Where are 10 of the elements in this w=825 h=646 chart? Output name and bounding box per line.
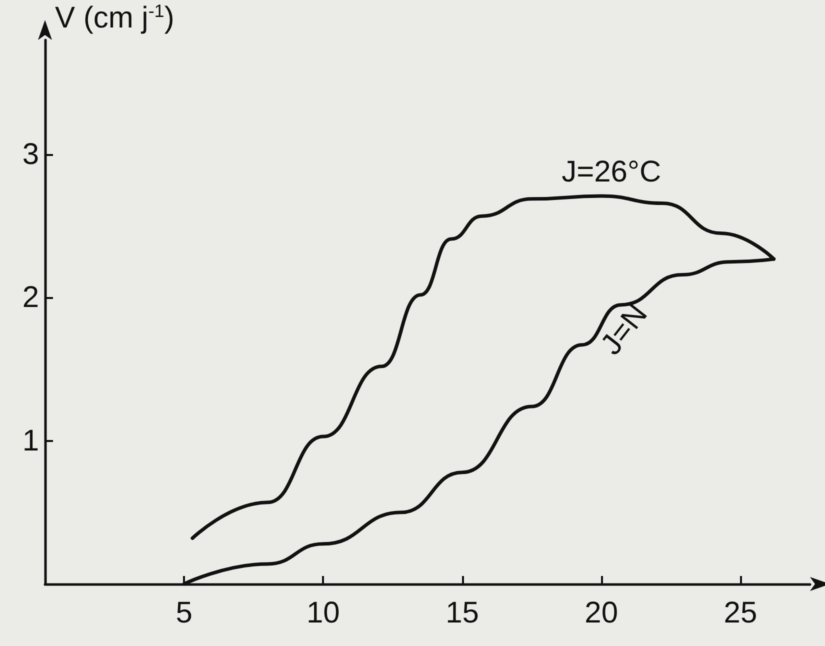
x-tick-label: 20 bbox=[584, 596, 618, 630]
series-label: J=26°C bbox=[562, 156, 662, 189]
x-tick-label: 25 bbox=[724, 596, 758, 630]
y-tick-label: 3 bbox=[22, 138, 39, 172]
x-tick-label: 5 bbox=[176, 596, 192, 630]
x-tick-label: 15 bbox=[446, 596, 479, 630]
y-tick-label: 2 bbox=[22, 281, 39, 314]
y-tick-label: 1 bbox=[22, 424, 39, 458]
text: J=N bbox=[594, 298, 654, 362]
x-tick-label: 10 bbox=[306, 596, 340, 630]
